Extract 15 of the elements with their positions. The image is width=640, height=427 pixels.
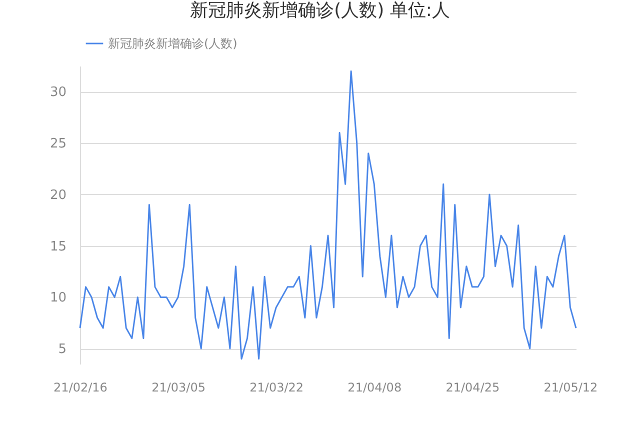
y-tick-label: 25 <box>50 136 66 152</box>
y-tick-label: 30 <box>50 85 66 100</box>
legend-label: 新冠肺炎新增确诊(人数) <box>108 36 238 50</box>
x-tick-label: 21/03/05 <box>152 380 206 394</box>
x-tick-label: 21/02/16 <box>54 380 108 394</box>
x-tick-label: 21/04/25 <box>446 380 500 394</box>
y-tick-label: 5 <box>58 342 66 358</box>
line-series <box>79 70 577 360</box>
chart-title: 新冠肺炎新增确诊(人数) 单位:人 <box>189 0 451 22</box>
y-tick-label: 10 <box>50 290 66 306</box>
y-tick-label: 15 <box>50 239 66 254</box>
y-tick-label: 20 <box>50 188 66 203</box>
x-tick-label: 21/04/08 <box>348 380 402 394</box>
x-tick-label: 21/05/12 <box>544 380 598 394</box>
x-tick-label: 21/03/22 <box>250 380 304 394</box>
